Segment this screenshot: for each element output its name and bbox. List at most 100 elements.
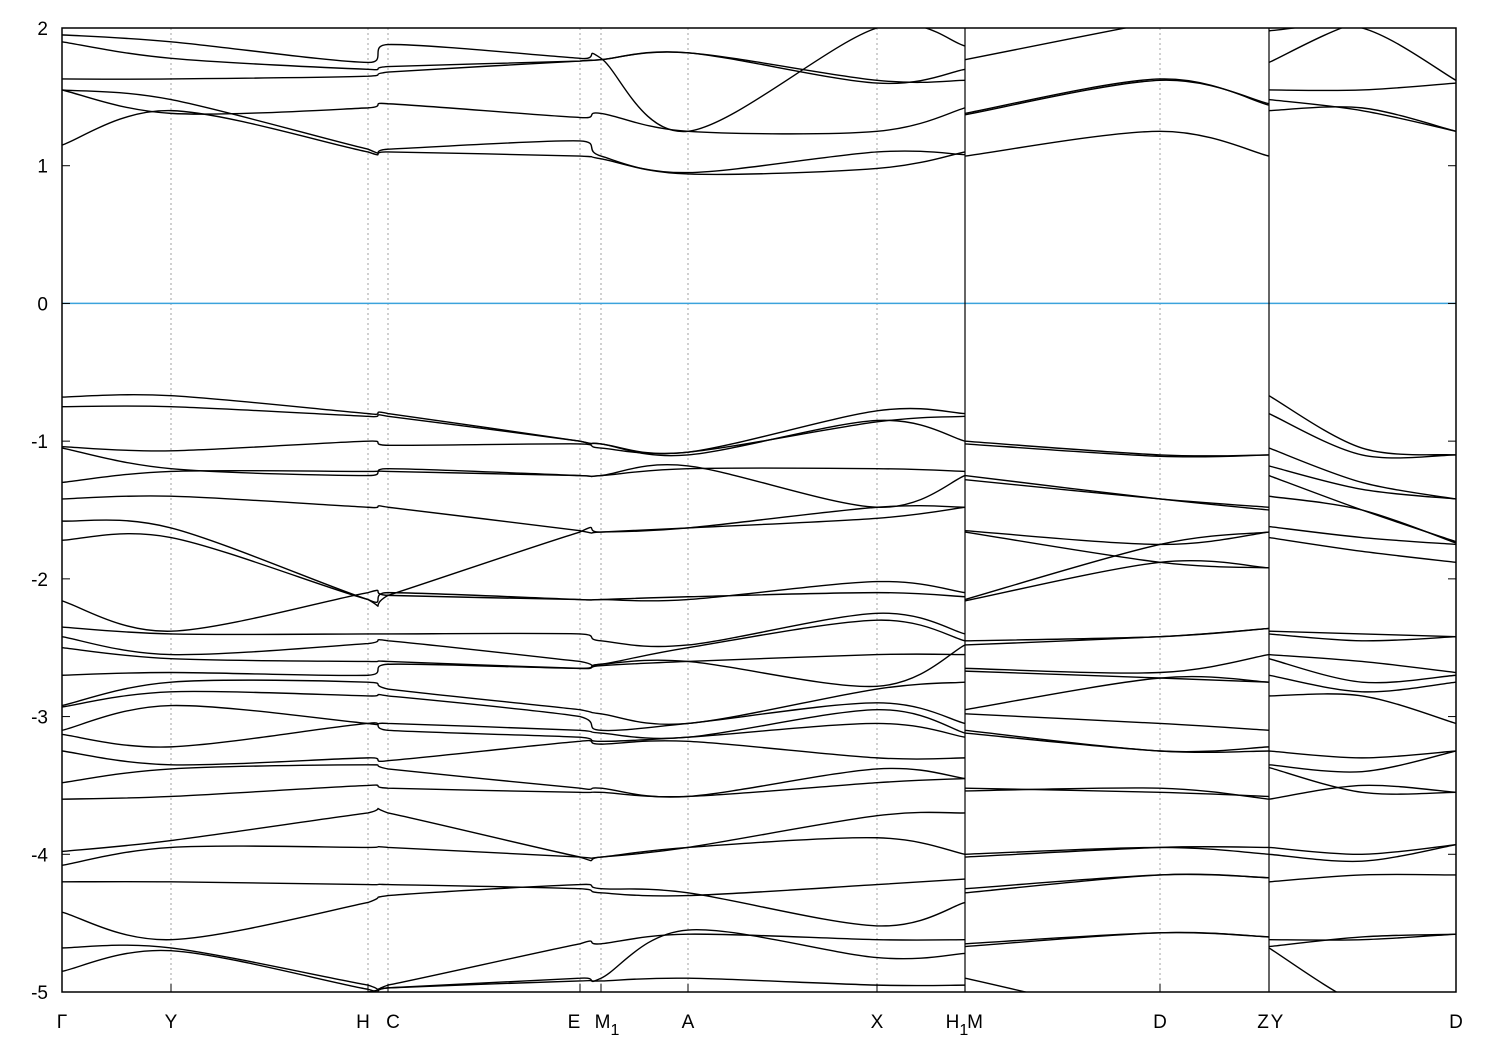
x-tick-label: Z (1257, 1012, 1269, 1033)
band-line (62, 612, 966, 648)
plot-frame (61, 27, 1457, 993)
band-line (964, 79, 1270, 116)
y-tick-label: 0 (37, 294, 48, 315)
band-line (1268, 693, 1456, 725)
x-tick-label: Y (165, 1012, 178, 1033)
band-line (1268, 447, 1456, 500)
band-line (1268, 28, 1344, 64)
band-line (964, 729, 1270, 753)
band-line (62, 28, 966, 133)
band-line (964, 713, 1270, 732)
band-line (964, 787, 1270, 800)
band-line (62, 933, 966, 991)
band-line (62, 929, 966, 992)
band-line (964, 732, 1270, 754)
band-line (62, 619, 966, 667)
band-line (964, 846, 1270, 855)
band-line (1268, 933, 1456, 941)
band-line (1268, 525, 1456, 546)
band-line (62, 704, 966, 740)
band-line (964, 627, 1270, 646)
band-line (1268, 106, 1456, 132)
band-line (1268, 82, 1456, 92)
band-line (62, 89, 966, 174)
x-tick-label: H (356, 1012, 370, 1033)
band-line (1268, 653, 1456, 674)
band-line (964, 443, 1270, 458)
band-line (62, 51, 966, 84)
band-line (62, 495, 966, 534)
band-line (1268, 395, 1456, 456)
band-line (62, 679, 966, 725)
band-line (1268, 933, 1456, 948)
band-line (964, 130, 1270, 157)
band-line (964, 653, 1270, 674)
x-tick-label: D (1153, 1012, 1167, 1033)
band-line (964, 531, 1270, 569)
x-tick-label: Y (1271, 1012, 1284, 1033)
y-tick-label: -4 (31, 845, 48, 866)
band-line (62, 89, 966, 135)
y-axis: 2 1 0 -1 -2 -3 -4 -5 (31, 19, 1456, 1004)
band-line (1268, 465, 1456, 500)
x-axis: Γ Y H C E M1 A X H1M D Z Y D (57, 984, 1463, 1039)
band-line (62, 690, 966, 732)
band-line (964, 529, 1270, 546)
band-line (964, 531, 1270, 601)
x-tick-label: M1 (595, 1012, 620, 1039)
x-tick-label: C (386, 1012, 400, 1033)
band-line (964, 28, 1129, 61)
band-line (964, 873, 1270, 894)
band-line (62, 533, 966, 604)
band-line (964, 479, 1270, 508)
band-line (964, 675, 1270, 711)
band-line (62, 405, 966, 457)
band-line (1268, 784, 1456, 800)
band-line (62, 878, 966, 897)
band-line (1268, 766, 1456, 795)
band-line (1268, 658, 1456, 684)
y-tick-label: -3 (31, 708, 48, 729)
band-line (964, 670, 1270, 683)
band-line (964, 977, 1029, 992)
band-line (62, 447, 966, 478)
band-line (964, 560, 1270, 602)
band-line (1268, 28, 1456, 81)
band-line (62, 777, 966, 800)
band-line (62, 644, 966, 688)
band-line (1268, 412, 1456, 459)
band-line (62, 41, 966, 85)
band-line (62, 722, 966, 748)
band-line (62, 883, 966, 941)
band-line (1268, 674, 1456, 693)
band-line (1268, 947, 1338, 992)
band-line (1268, 843, 1456, 855)
band-line (62, 647, 966, 670)
y-tick-label: 1 (37, 157, 48, 178)
x-tick-label: D (1449, 1012, 1463, 1033)
band-line (1268, 495, 1456, 544)
band-line (62, 415, 966, 455)
band-line (964, 78, 1270, 115)
band-line (62, 739, 966, 766)
band-line (62, 109, 966, 176)
x-tick-label: M (967, 1012, 983, 1033)
y-tick-label: -2 (31, 570, 48, 591)
x-tick-label: Γ (57, 1012, 67, 1033)
band-line (1268, 750, 1456, 759)
band-line (964, 873, 1270, 890)
band-line (1268, 843, 1456, 863)
x-tick-label: X (871, 1012, 884, 1033)
band-line (1268, 630, 1456, 638)
band-line (1268, 98, 1456, 132)
band-line (62, 589, 966, 632)
x-tick-label: E (568, 1012, 581, 1033)
y-tick-label: 2 (37, 19, 48, 40)
band-line (62, 464, 966, 508)
band-line (1268, 750, 1456, 773)
x-tick-label: H1 (946, 1012, 969, 1039)
bands (62, 28, 1456, 992)
y-tick-label: -1 (31, 432, 48, 453)
band-line (1268, 633, 1456, 642)
